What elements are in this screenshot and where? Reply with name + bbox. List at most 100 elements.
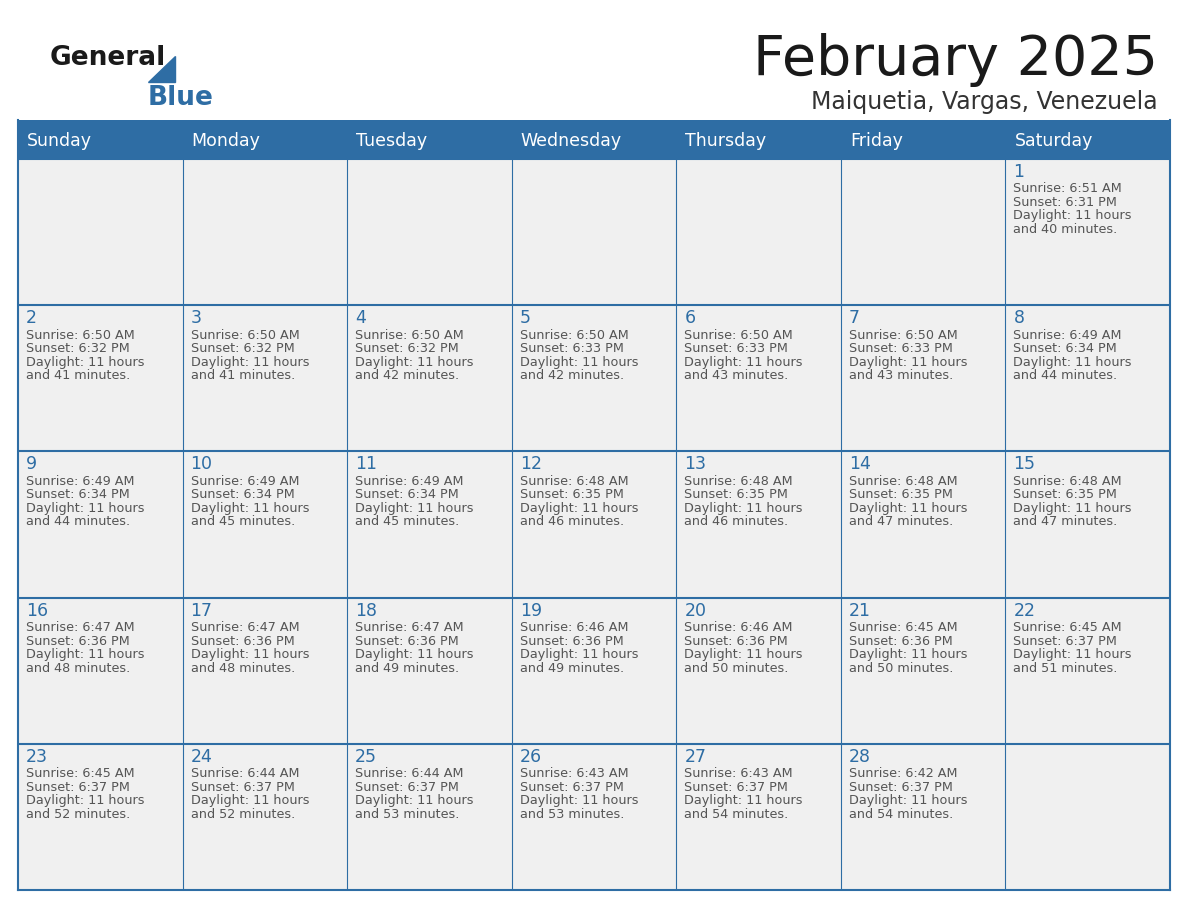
Text: Sunset: 6:36 PM: Sunset: 6:36 PM xyxy=(519,634,624,647)
Text: and 45 minutes.: and 45 minutes. xyxy=(190,515,295,529)
Text: Sunset: 6:36 PM: Sunset: 6:36 PM xyxy=(355,634,459,647)
Text: Sunrise: 6:50 AM: Sunrise: 6:50 AM xyxy=(519,329,628,341)
Text: Daylight: 11 hours: Daylight: 11 hours xyxy=(190,648,309,661)
Text: 7: 7 xyxy=(849,309,860,327)
Text: Sunday: Sunday xyxy=(27,132,91,150)
Text: and 53 minutes.: and 53 minutes. xyxy=(355,808,460,821)
Text: Monday: Monday xyxy=(191,132,260,150)
Text: Daylight: 11 hours: Daylight: 11 hours xyxy=(190,794,309,807)
Text: Sunrise: 6:51 AM: Sunrise: 6:51 AM xyxy=(1013,183,1123,196)
Text: 2: 2 xyxy=(26,309,37,327)
Text: and 47 minutes.: and 47 minutes. xyxy=(1013,515,1118,529)
Text: Sunrise: 6:42 AM: Sunrise: 6:42 AM xyxy=(849,767,958,780)
Text: Tuesday: Tuesday xyxy=(356,132,428,150)
Text: Sunset: 6:35 PM: Sunset: 6:35 PM xyxy=(684,488,788,501)
Text: and 45 minutes.: and 45 minutes. xyxy=(355,515,460,529)
Text: Sunset: 6:34 PM: Sunset: 6:34 PM xyxy=(190,488,295,501)
Text: Sunrise: 6:48 AM: Sunrise: 6:48 AM xyxy=(1013,475,1121,487)
Text: 19: 19 xyxy=(519,601,542,620)
Text: Sunrise: 6:49 AM: Sunrise: 6:49 AM xyxy=(1013,329,1121,341)
Text: Sunrise: 6:45 AM: Sunrise: 6:45 AM xyxy=(1013,621,1121,634)
Text: and 48 minutes.: and 48 minutes. xyxy=(190,662,295,675)
Text: Sunset: 6:35 PM: Sunset: 6:35 PM xyxy=(519,488,624,501)
Text: Daylight: 11 hours: Daylight: 11 hours xyxy=(190,355,309,369)
Text: Sunset: 6:32 PM: Sunset: 6:32 PM xyxy=(190,342,295,355)
Text: 10: 10 xyxy=(190,455,213,474)
Text: Sunrise: 6:47 AM: Sunrise: 6:47 AM xyxy=(355,621,463,634)
Text: Daylight: 11 hours: Daylight: 11 hours xyxy=(190,502,309,515)
Bar xyxy=(18,598,1170,744)
Text: Sunset: 6:37 PM: Sunset: 6:37 PM xyxy=(849,781,953,794)
Text: Sunrise: 6:47 AM: Sunrise: 6:47 AM xyxy=(26,621,134,634)
Text: Sunset: 6:36 PM: Sunset: 6:36 PM xyxy=(849,634,953,647)
Text: Daylight: 11 hours: Daylight: 11 hours xyxy=(519,648,638,661)
Text: Sunrise: 6:49 AM: Sunrise: 6:49 AM xyxy=(355,475,463,487)
Text: Daylight: 11 hours: Daylight: 11 hours xyxy=(519,355,638,369)
Text: Daylight: 11 hours: Daylight: 11 hours xyxy=(684,794,803,807)
Text: and 52 minutes.: and 52 minutes. xyxy=(190,808,295,821)
Text: Sunset: 6:37 PM: Sunset: 6:37 PM xyxy=(1013,634,1117,647)
Text: Maiquetia, Vargas, Venezuela: Maiquetia, Vargas, Venezuela xyxy=(811,90,1158,114)
Text: Daylight: 11 hours: Daylight: 11 hours xyxy=(684,648,803,661)
Text: Sunset: 6:37 PM: Sunset: 6:37 PM xyxy=(190,781,295,794)
Text: and 43 minutes.: and 43 minutes. xyxy=(849,369,953,382)
Text: Sunset: 6:32 PM: Sunset: 6:32 PM xyxy=(26,342,129,355)
Polygon shape xyxy=(148,56,175,82)
Text: Daylight: 11 hours: Daylight: 11 hours xyxy=(1013,648,1132,661)
Text: Sunset: 6:33 PM: Sunset: 6:33 PM xyxy=(849,342,953,355)
Text: Sunset: 6:34 PM: Sunset: 6:34 PM xyxy=(1013,342,1117,355)
Text: Sunrise: 6:45 AM: Sunrise: 6:45 AM xyxy=(26,767,134,780)
Text: Sunrise: 6:48 AM: Sunrise: 6:48 AM xyxy=(684,475,792,487)
Text: 14: 14 xyxy=(849,455,871,474)
Text: and 52 minutes.: and 52 minutes. xyxy=(26,808,131,821)
Text: Daylight: 11 hours: Daylight: 11 hours xyxy=(1013,355,1132,369)
Text: Daylight: 11 hours: Daylight: 11 hours xyxy=(1013,209,1132,222)
Text: Sunrise: 6:50 AM: Sunrise: 6:50 AM xyxy=(355,329,463,341)
Text: 15: 15 xyxy=(1013,455,1036,474)
Text: 20: 20 xyxy=(684,601,707,620)
Text: Daylight: 11 hours: Daylight: 11 hours xyxy=(849,502,967,515)
Text: February 2025: February 2025 xyxy=(753,33,1158,87)
Text: Daylight: 11 hours: Daylight: 11 hours xyxy=(849,355,967,369)
Text: 13: 13 xyxy=(684,455,707,474)
Text: and 54 minutes.: and 54 minutes. xyxy=(849,808,953,821)
Text: Sunrise: 6:49 AM: Sunrise: 6:49 AM xyxy=(26,475,134,487)
Text: and 49 minutes.: and 49 minutes. xyxy=(355,662,460,675)
Text: and 50 minutes.: and 50 minutes. xyxy=(684,662,789,675)
Text: Sunset: 6:34 PM: Sunset: 6:34 PM xyxy=(355,488,459,501)
Text: Daylight: 11 hours: Daylight: 11 hours xyxy=(849,794,967,807)
Text: 5: 5 xyxy=(519,309,531,327)
Text: and 42 minutes.: and 42 minutes. xyxy=(519,369,624,382)
Text: Sunrise: 6:43 AM: Sunrise: 6:43 AM xyxy=(519,767,628,780)
Text: 1: 1 xyxy=(1013,163,1024,181)
Text: and 51 minutes.: and 51 minutes. xyxy=(1013,662,1118,675)
Text: Sunrise: 6:46 AM: Sunrise: 6:46 AM xyxy=(684,621,792,634)
Text: Daylight: 11 hours: Daylight: 11 hours xyxy=(684,502,803,515)
Bar xyxy=(18,120,1170,123)
Text: Sunset: 6:33 PM: Sunset: 6:33 PM xyxy=(519,342,624,355)
Text: 28: 28 xyxy=(849,748,871,766)
Text: and 41 minutes.: and 41 minutes. xyxy=(190,369,295,382)
Text: 27: 27 xyxy=(684,748,707,766)
Text: 25: 25 xyxy=(355,748,377,766)
Text: Saturday: Saturday xyxy=(1015,132,1093,150)
Text: Daylight: 11 hours: Daylight: 11 hours xyxy=(26,355,145,369)
Text: 3: 3 xyxy=(190,309,202,327)
Text: Thursday: Thursday xyxy=(685,132,766,150)
Text: and 41 minutes.: and 41 minutes. xyxy=(26,369,131,382)
Text: Sunset: 6:35 PM: Sunset: 6:35 PM xyxy=(849,488,953,501)
Text: Sunrise: 6:44 AM: Sunrise: 6:44 AM xyxy=(190,767,299,780)
Text: 16: 16 xyxy=(26,601,49,620)
Text: Daylight: 11 hours: Daylight: 11 hours xyxy=(355,502,474,515)
Text: 21: 21 xyxy=(849,601,871,620)
Text: Daylight: 11 hours: Daylight: 11 hours xyxy=(355,794,474,807)
Text: Sunset: 6:37 PM: Sunset: 6:37 PM xyxy=(355,781,459,794)
Bar xyxy=(18,452,1170,598)
Text: and 46 minutes.: and 46 minutes. xyxy=(684,515,789,529)
Text: Daylight: 11 hours: Daylight: 11 hours xyxy=(519,502,638,515)
Text: Daylight: 11 hours: Daylight: 11 hours xyxy=(849,648,967,661)
Text: 24: 24 xyxy=(190,748,213,766)
Text: Sunset: 6:36 PM: Sunset: 6:36 PM xyxy=(684,634,788,647)
Text: Sunset: 6:36 PM: Sunset: 6:36 PM xyxy=(190,634,295,647)
Text: Sunrise: 6:50 AM: Sunrise: 6:50 AM xyxy=(684,329,794,341)
